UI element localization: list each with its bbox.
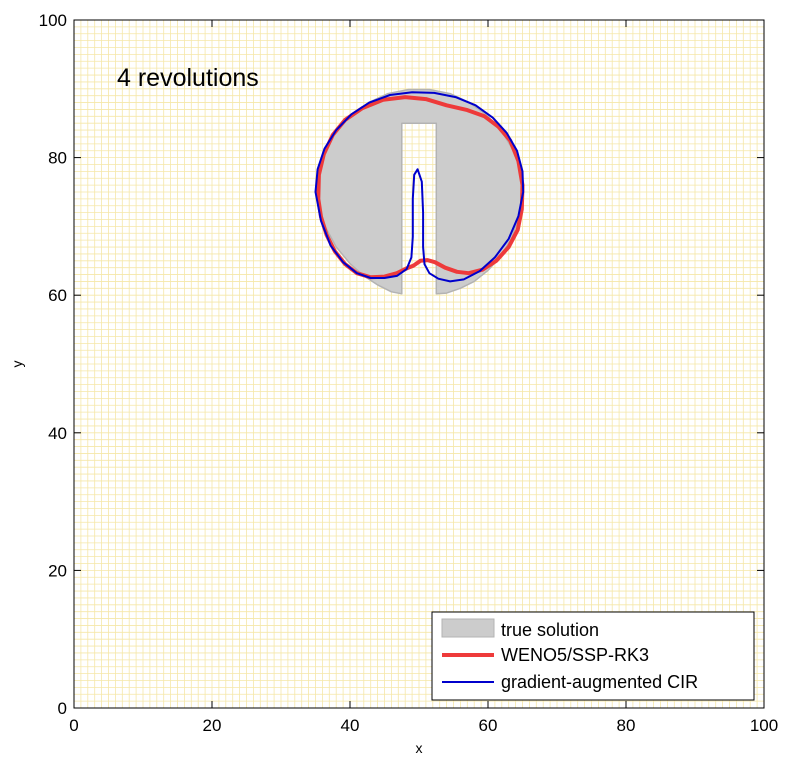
- y-tick-label: 60: [48, 286, 67, 305]
- annotation-text: 4 revolutions: [117, 64, 259, 92]
- x-tick-label: 20: [203, 716, 222, 735]
- y-axis-label: y: [9, 361, 25, 368]
- x-tick-label: 0: [69, 716, 78, 735]
- x-tick-label: 40: [341, 716, 360, 735]
- legend-swatch-true-solution: [441, 618, 495, 638]
- tick-labels: 0 20 40 60 80 100 0 20 40 60 80 100: [39, 11, 779, 735]
- series-true-solution: [314, 88, 524, 295]
- y-tick-label: 100: [39, 11, 67, 30]
- x-axis-label: x: [416, 740, 423, 756]
- axes: [73, 19, 765, 709]
- y-tick-label: 80: [48, 149, 67, 168]
- y-tick-label: 40: [48, 424, 67, 443]
- y-tick-label: 20: [48, 561, 67, 580]
- legend-label-gradient-cir: gradient-augmented CIR: [501, 672, 698, 692]
- x-tick-label: 100: [750, 716, 778, 735]
- legend-label-true-solution: true solution: [501, 620, 599, 640]
- series-layer: [314, 88, 525, 295]
- legend: true solution WENO5/SSP-RK3 gradient-aug…: [431, 611, 755, 701]
- legend-label-weno5: WENO5/SSP-RK3: [501, 645, 649, 665]
- tick-marks: [73, 19, 765, 709]
- x-tick-label: 60: [479, 716, 498, 735]
- series-gradient-augmented-cir: [314, 91, 525, 283]
- x-tick-label: 80: [617, 716, 636, 735]
- axes-box: [73, 19, 765, 709]
- y-tick-label: 0: [58, 699, 67, 718]
